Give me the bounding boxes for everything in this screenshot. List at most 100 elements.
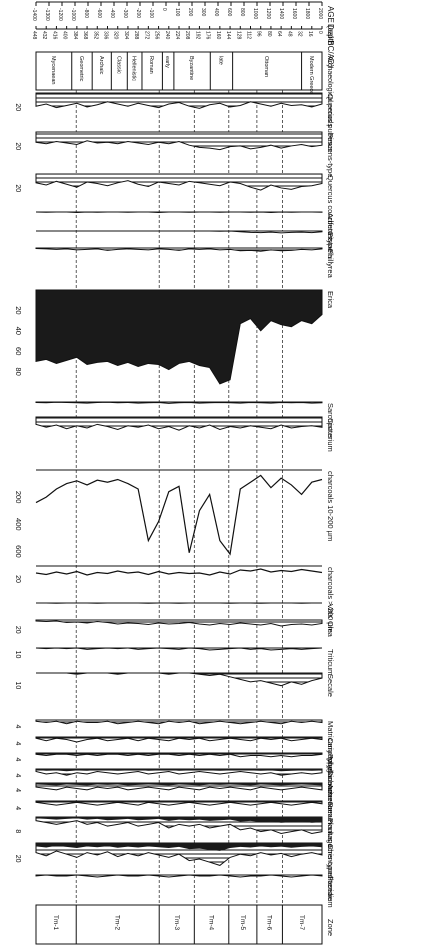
age-tick-label: -100 bbox=[148, 8, 154, 18]
age-tick-label: 600 bbox=[226, 8, 232, 17]
depth-tick-label: 432 bbox=[41, 31, 47, 40]
series-plantago bbox=[35, 816, 323, 835]
depth-tick-label: 64 bbox=[276, 31, 282, 37]
series-area bbox=[36, 672, 323, 687]
zone-label: Tm-5 bbox=[239, 915, 246, 931]
series-area bbox=[35, 800, 323, 806]
series-area bbox=[35, 92, 323, 109]
series-area bbox=[35, 768, 323, 776]
series-area bbox=[35, 173, 323, 191]
depth-tick-label: 32 bbox=[297, 31, 303, 37]
age-tick-label: 0 bbox=[161, 8, 167, 11]
series-label: Chenopodiaceae bbox=[326, 844, 335, 901]
zone-label: Tm-2 bbox=[114, 915, 121, 931]
series-label: Quercus coccifera-type bbox=[326, 175, 335, 252]
series-scale-label: 20 bbox=[14, 142, 21, 150]
series-scale-label: 4 bbox=[14, 788, 21, 792]
period-label: Ottoman bbox=[263, 56, 269, 77]
series-area bbox=[35, 719, 323, 725]
depth-tick-label: 80 bbox=[266, 31, 272, 37]
periods-box bbox=[35, 51, 323, 91]
period-label: Hellenistic bbox=[131, 56, 137, 81]
series-scale-label: 20 bbox=[14, 626, 21, 634]
series-ranunculus-acris-type bbox=[35, 800, 323, 806]
zone-title: Zone bbox=[326, 919, 335, 936]
age-tick-label: 400 bbox=[213, 8, 219, 17]
period-label: early bbox=[164, 56, 170, 68]
series-label: Cistus bbox=[326, 418, 335, 439]
series-label: Arbutus bbox=[326, 213, 335, 239]
series-quercus-coccifera-type bbox=[35, 173, 323, 191]
series-cistus bbox=[35, 416, 323, 431]
series-area bbox=[35, 416, 323, 431]
series-label: Erica bbox=[326, 291, 335, 309]
age-tick-label: -1300 bbox=[44, 8, 50, 21]
series-area bbox=[35, 874, 323, 878]
period-label: Modern Greece bbox=[308, 56, 314, 94]
series-caryophyllaceae bbox=[35, 736, 323, 743]
series-label: Olea bbox=[326, 621, 335, 638]
series-secale bbox=[36, 672, 323, 687]
age-tick-label: 1000 bbox=[252, 8, 258, 19]
age-tick-label: 1400 bbox=[278, 8, 284, 19]
series-pteridium bbox=[35, 874, 323, 878]
series-area bbox=[35, 647, 323, 651]
depth-tick-label: 16 bbox=[307, 31, 313, 37]
age-tick-label: 1600 bbox=[291, 8, 297, 19]
depth-tick-label: 0 bbox=[317, 31, 323, 34]
series-scale-label: 4 bbox=[14, 806, 21, 810]
depth-tick-label: 128 bbox=[235, 31, 241, 40]
series-label: Cichoriaceae bbox=[326, 770, 335, 814]
series-label: Caryophyllaceae bbox=[326, 738, 335, 794]
periods-title: Archaeological periods bbox=[326, 56, 333, 127]
series-pistacia bbox=[36, 230, 323, 234]
series-curve bbox=[35, 568, 323, 576]
period-label: Archaic bbox=[98, 56, 104, 75]
depth-tick-label: 368 bbox=[82, 31, 88, 40]
series-area bbox=[36, 230, 323, 234]
series-scale-label: 4 bbox=[14, 725, 21, 729]
age-tick-label: 300 bbox=[200, 8, 206, 17]
zone-label: Tm-6 bbox=[266, 915, 273, 931]
age-tick-label: 800 bbox=[239, 8, 245, 17]
age-axis-title: AGE (cal BC/AD) bbox=[326, 6, 335, 68]
age-tick-label: -1000 bbox=[70, 8, 76, 21]
series-scale-label: 80 bbox=[14, 367, 23, 375]
depth-tick-label: 400 bbox=[62, 31, 68, 40]
age-tick-label: -600 bbox=[96, 8, 102, 18]
series-scale-label: 8 bbox=[14, 829, 21, 833]
series-label: Pistacia bbox=[326, 232, 335, 259]
depth-tick-label: 304 bbox=[123, 31, 129, 40]
depth-tick-label: 352 bbox=[92, 31, 98, 40]
depth-tick-label: 208 bbox=[184, 31, 190, 40]
period-label: Roman bbox=[148, 56, 154, 74]
series-label: charcoals > 200 µm bbox=[326, 567, 335, 633]
series-label: Matricaria-type bbox=[326, 721, 335, 771]
age-tick-label: -400 bbox=[109, 8, 115, 18]
series-polygonaceae bbox=[35, 752, 323, 758]
series-area bbox=[35, 619, 323, 627]
series-cichoriaceae bbox=[35, 768, 323, 776]
age-tick-label: -200 bbox=[135, 8, 141, 18]
depth-tick-label: 272 bbox=[143, 31, 149, 40]
series-arbutus bbox=[35, 211, 323, 214]
series-label: Quercus pubescens-type bbox=[326, 94, 335, 177]
series-sarcopoterium bbox=[35, 401, 323, 404]
series-area bbox=[35, 401, 323, 404]
series-area bbox=[35, 736, 323, 743]
series-label: Ranunculus acris-type bbox=[326, 802, 335, 876]
series-scale-label: 4 bbox=[14, 774, 21, 778]
series-phillyrea bbox=[35, 247, 323, 252]
series-label: Vitis bbox=[326, 604, 335, 618]
depth-tick-label: 416 bbox=[51, 31, 57, 40]
depth-tick-label: 96 bbox=[256, 31, 262, 37]
age-tick-label: 200 bbox=[187, 8, 193, 17]
series-scale-label: 600 bbox=[14, 545, 23, 558]
series-scale-label: 60 bbox=[14, 347, 23, 355]
period-label: Classic bbox=[115, 56, 121, 74]
series-curve bbox=[35, 474, 323, 556]
series-label: Phillyrea bbox=[326, 249, 335, 279]
age-tick-label: 1800 bbox=[304, 8, 310, 19]
